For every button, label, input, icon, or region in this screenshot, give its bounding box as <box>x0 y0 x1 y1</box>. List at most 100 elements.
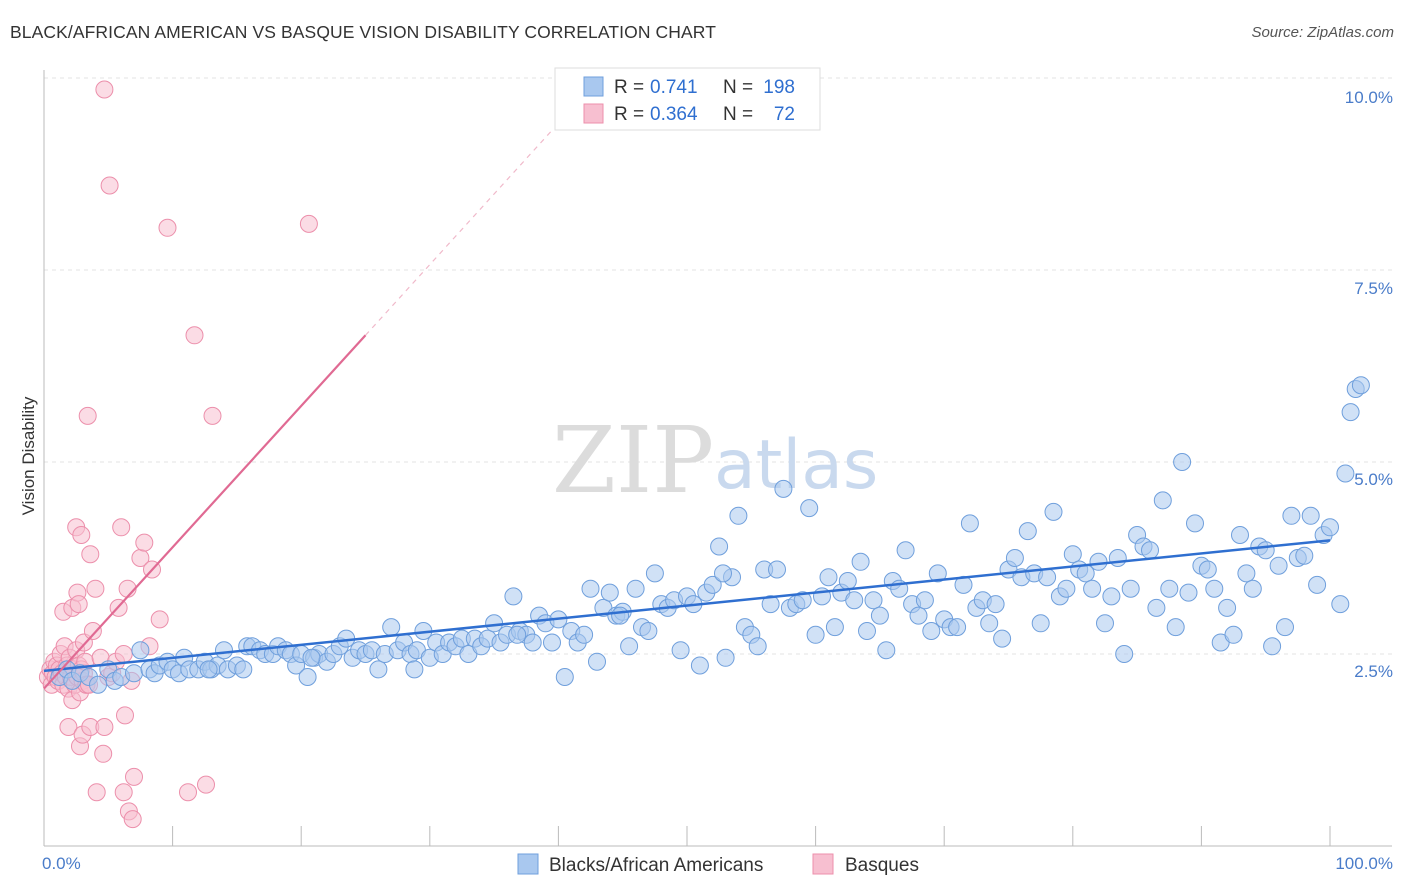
blacks-point <box>993 629 1012 648</box>
legend-swatch-basques <box>583 103 604 124</box>
blacks-point <box>870 606 889 625</box>
blacks-point <box>1295 546 1314 565</box>
blacks-point <box>1005 549 1024 567</box>
blacks-point <box>1218 598 1237 617</box>
blacks-point <box>645 564 664 583</box>
blacks-point <box>1336 464 1355 483</box>
blacks-point <box>1096 614 1114 633</box>
blacks-point <box>382 618 401 637</box>
blacks-point <box>588 652 606 671</box>
blacks-point <box>600 583 619 602</box>
basques-point <box>185 326 204 345</box>
blacks-point <box>234 660 253 679</box>
blacks-point <box>626 579 645 598</box>
blacks-point <box>838 572 857 590</box>
basques-point <box>69 595 88 614</box>
chart-source: Source: ZipAtlas.com <box>1251 24 1394 41</box>
basques-point <box>114 783 133 802</box>
blacks-point <box>611 606 630 625</box>
blacks-point <box>1308 575 1327 594</box>
blacks-point <box>1256 541 1275 560</box>
blacks-point <box>1263 637 1282 656</box>
x-tick-label-max: 100.0% <box>1335 854 1393 873</box>
basques-point <box>158 218 177 237</box>
blacks-point <box>1121 579 1140 598</box>
blacks-point <box>125 664 143 683</box>
blacks-point <box>922 622 941 640</box>
blacks-point <box>1186 514 1204 533</box>
legend-r-label-2: R = <box>614 104 644 125</box>
chart-title: BLACK/AFRICAN AMERICAN VS BASQUE VISION … <box>10 22 716 42</box>
basques-point <box>179 783 197 802</box>
blacks-point <box>1153 491 1172 510</box>
basques-trend-line <box>43 334 367 690</box>
blacks-point <box>1321 518 1339 537</box>
legend-n-label-1: N = <box>723 77 753 98</box>
blacks-point <box>909 606 928 625</box>
blacks-point <box>851 552 870 571</box>
blacks-point <box>1031 614 1050 633</box>
watermark-atlas: atlas <box>714 426 878 505</box>
x-ticks <box>43 826 1331 846</box>
x-tick-label-min: 0.0% <box>42 854 81 873</box>
blacks-point <box>928 564 947 583</box>
legend-swatch-blacks <box>583 76 604 97</box>
y-tick-label-7-5: 7.5% <box>1354 279 1393 298</box>
blacks-point <box>714 564 732 583</box>
blacks-point <box>581 579 600 598</box>
blacks-point <box>405 660 424 679</box>
blacks-point <box>703 575 722 594</box>
blacks-point <box>948 618 967 637</box>
legend-n-value-1: 198 <box>763 77 795 98</box>
blacks-point <box>555 668 574 686</box>
bottom-legend-swatch-blacks <box>517 853 539 875</box>
blacks-point <box>774 479 793 498</box>
blacks-point <box>1083 579 1102 598</box>
blacks-point <box>1276 618 1294 637</box>
blacks-point <box>1141 541 1159 560</box>
blacks-point <box>858 622 876 640</box>
blacks-point <box>793 591 812 610</box>
bottom-legend-label-basques: Basques <box>845 855 919 876</box>
basques-points <box>38 80 318 829</box>
blacks-point <box>504 587 523 606</box>
basques-point <box>94 744 113 763</box>
blacks-point <box>671 641 690 660</box>
blacks-point <box>1179 583 1198 602</box>
blacks-point <box>845 591 864 610</box>
blacks-point <box>1057 579 1076 598</box>
basques-point <box>123 810 142 829</box>
legend-r-label-1: R = <box>614 77 644 98</box>
blacks-point <box>1166 618 1185 637</box>
blacks-point <box>1108 549 1127 567</box>
blacks-point <box>864 591 883 610</box>
blacks-point <box>1198 560 1217 579</box>
blacks-point <box>199 660 218 679</box>
trend-lines <box>43 129 1331 690</box>
top-legend: R = 0.741 N = 198 R = 0.364 N = 72 <box>554 67 821 131</box>
blacks-point <box>1102 587 1121 606</box>
blacks-point <box>800 499 819 518</box>
blacks-point <box>1237 564 1256 583</box>
y-tick-label-2-5: 2.5% <box>1354 662 1393 681</box>
basques-point <box>150 610 169 629</box>
blacks-point <box>1018 522 1037 541</box>
bottom-legend-swatch-basques <box>812 853 834 875</box>
basques-point <box>203 406 222 425</box>
basques-point <box>87 783 106 802</box>
blacks-point <box>1351 376 1370 395</box>
blacks-point <box>1115 645 1134 663</box>
basques-point <box>100 176 119 195</box>
blacks-point <box>1224 625 1243 644</box>
blacks-point <box>1063 545 1082 564</box>
blacks-point <box>1243 579 1262 598</box>
blacks-point <box>1269 556 1288 575</box>
basques-point <box>95 80 114 99</box>
bottom-legend-label-blacks: Blacks/African Americans <box>549 855 763 876</box>
y-tick-label-10-0: 10.0% <box>1345 88 1393 107</box>
blacks-point <box>215 641 233 660</box>
basques-point <box>86 579 105 598</box>
blacks-point <box>620 637 639 656</box>
basques-point <box>95 718 114 736</box>
watermark-zip: ZIP <box>552 407 714 514</box>
